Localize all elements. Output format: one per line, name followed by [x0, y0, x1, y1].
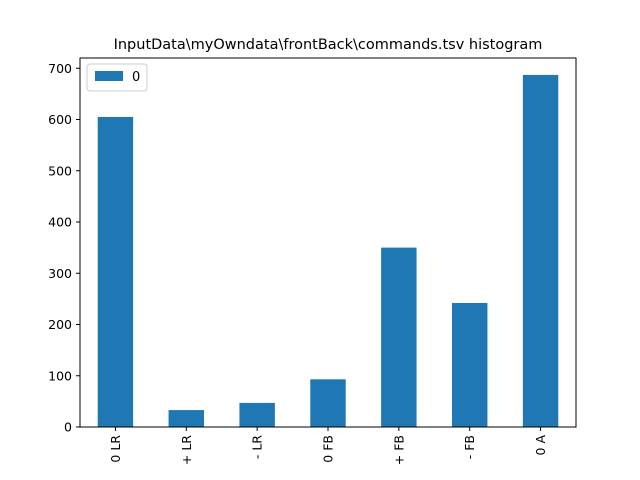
x-tick-label: 0 LR [108, 435, 123, 463]
x-tick-label: + FB [391, 435, 406, 465]
y-tick-label: 0 [64, 420, 72, 435]
y-axis: 0 100 200 300 400 500 600 700 [48, 61, 80, 435]
chart-title: InputData\myOwndata\frontBack\commands.t… [114, 37, 543, 53]
bar-0-a-6 [522, 74, 559, 427]
bar-0-lr-0 [97, 116, 134, 427]
bar-series [97, 74, 559, 427]
x-tick-label: - FB [462, 435, 477, 459]
plot-frame [79, 57, 577, 428]
y-tick-label: 400 [48, 215, 72, 230]
x-tick-label: 0 FB [321, 435, 336, 463]
bar-fb-4 [381, 247, 417, 427]
x-axis: 0 LR + LR - LR 0 FB + FB - FB 0 A [108, 427, 548, 465]
bar-fb-5 [452, 302, 488, 427]
y-tick-label: 600 [48, 112, 72, 127]
legend: 0 [86, 63, 148, 92]
bar-0-fb-3 [310, 379, 346, 427]
x-tick-label: + LR [179, 435, 194, 465]
legend-label: 0 [132, 70, 140, 85]
legend-swatch [95, 71, 123, 81]
x-tick-label: 0 A [533, 435, 548, 456]
bar-lr-2 [239, 402, 275, 427]
y-tick-label: 300 [48, 266, 72, 281]
y-tick-label: 500 [48, 163, 72, 178]
x-tick-label: - LR [250, 435, 265, 459]
y-tick-label: 100 [48, 368, 72, 383]
y-tick-label: 200 [48, 317, 72, 332]
bar-lr-1 [168, 410, 204, 427]
y-tick-label: 700 [48, 61, 72, 76]
